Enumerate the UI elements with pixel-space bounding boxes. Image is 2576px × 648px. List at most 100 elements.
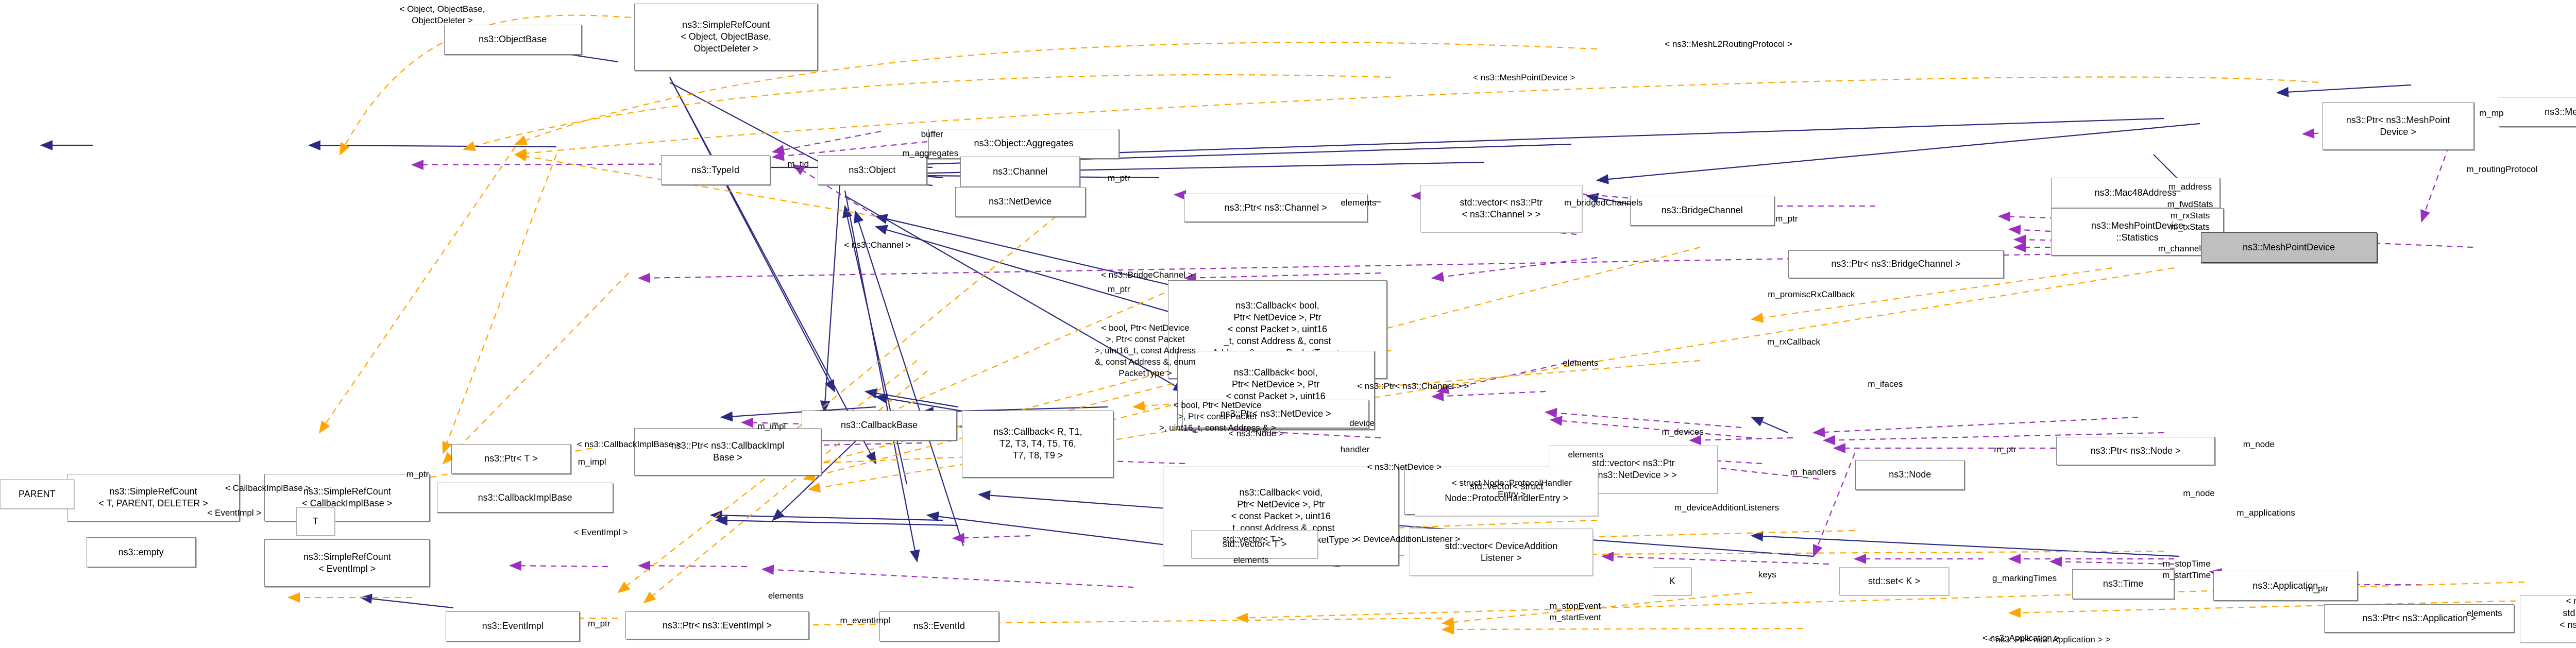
edge-label: m_channel [2158,243,2201,253]
edge-label: m_deviceAdditionListeners [1674,502,1780,513]
edge-label: elements [1341,198,1377,208]
edge-label: m_impl [578,456,606,467]
class-node-callbackimplbase[interactable]: ns3::CallbackImplBase [437,483,614,513]
edge-label: < ns3::Node > [1229,429,1284,439]
class-node-eventimpl[interactable]: ns3::EventImpl [446,611,580,641]
class-node-mac48[interactable]: ns3::Mac48Address [2050,178,2221,208]
class-node-ptr_eventimpl[interactable]: ns3::Ptr< ns3::EventImpl > [625,611,809,640]
class-node-src_callbackimplbase[interactable]: ns3::SimpleRefCount < CallbackImplBase > [264,473,430,522]
edge-label: m_handlers [1790,467,1836,478]
class-node-T[interactable]: T [296,507,335,536]
edge-label: < EventImpl > [573,527,628,537]
class-node-ptr_node[interactable]: ns3::Ptr< ns3::Node > [2056,437,2215,465]
edge-label: m_promiscRxCallback [1768,289,1855,299]
class-node-vec_ptr_channel[interactable]: std::vector< ns3::Ptr < ns3::Channel > > [1420,185,1583,233]
class-node-src_eventimpl[interactable]: ns3::SimpleRefCount < EventImpl > [264,539,430,587]
class-node-K[interactable]: K [1652,567,1692,595]
edge-label: m_address [2168,182,2212,192]
class-node-mpd_stats[interactable]: ns3::MeshPointDevice ::Statistics [2050,208,2224,255]
edge-label: elements [1568,450,1604,460]
edge-label: m_eventImpl [840,615,890,625]
edge-label: m_routingProtocol [2466,164,2538,175]
edge-label: m_rxCallback [1767,337,1821,347]
edge-label: < ns3::Ptr< ns3::Application > > [2566,595,2576,606]
class-node-meshpointdevice[interactable]: ns3::MeshPointDevice [2200,232,2377,263]
edge-label: elements [1563,358,1599,368]
class-node-application[interactable]: ns3::Application [2213,571,2358,601]
class-node-ptr_T[interactable]: ns3::Ptr< T > [451,444,571,474]
class-node-vec_T[interactable]: std::vector< T > [1191,530,1318,559]
class-node-time[interactable]: ns3::Time [2072,569,2175,599]
edge-label: m_node [2183,488,2215,499]
edge-label: < bool, Ptr< NetDevice >, Ptr< const Pac… [1094,322,1196,378]
class-node-parent[interactable]: PARENT [0,479,74,509]
class-node-typeid[interactable]: ns3::TypeId [660,155,770,185]
edge-label: device [1349,418,1375,428]
edge-label: m_impl [757,421,786,432]
class-node-bridgechannel[interactable]: ns3::BridgeChannel [1630,195,1774,226]
edge-label: < struct Node::ProtocolHandler Entry > [1451,478,1572,499]
edge-label: < Object, ObjectBase, ObjectDeleter > [399,4,485,25]
edge-label: m_ptr [2306,584,2329,594]
edge-label: < ns3::Channel > [844,240,911,250]
edge-label: m_ifaces [1868,379,1903,389]
edge-label: < ns3::Ptr< ns3::Application > > [1988,635,2111,645]
edge-label: m_ptr [588,619,611,629]
class-node-channel[interactable]: ns3::Channel [960,157,1080,187]
edge-label: elements [1233,555,1269,566]
edge-label: < ns3::Ptr< ns3::Channel > > [1357,381,1469,391]
class-node-meshl2routing[interactable]: ns3::MeshL2RoutingProtocol [2498,97,2576,127]
edge-label: < ns3::Application > [1982,633,2060,643]
class-node-src_obj[interactable]: ns3::SimpleRefCount < Object, ObjectBase… [634,3,818,71]
class-node-ptr_meshpoint[interactable]: ns3::Ptr< ns3::MeshPoint Device > [2322,102,2474,150]
class-node-netdevice[interactable]: ns3::NetDevice [955,186,1086,217]
edge-label: elements [2466,608,2502,618]
class-node-vec_protocolhandler[interactable]: std::vector< struct Node::ProtocolHandle… [1415,468,1598,517]
class-node-set_K[interactable]: std::set< K > [1839,567,1949,595]
edge-label: m_ptr [1107,284,1130,294]
edge-label: < ns3::MeshL2RoutingProtocol > [1665,39,1792,49]
edge-label: m_aggregates [902,148,959,159]
class-node-src_T_PARENT[interactable]: ns3::SimpleRefCount < T, PARENT, DELETER… [66,473,240,522]
class-node-callback_R_T1[interactable]: ns3::Callback< R, T1, T2, T3, T4, T5, T6… [962,410,1114,478]
class-node-ptr_application[interactable]: ns3::Ptr< ns3::Application > [2324,604,2515,633]
edge-label: m_ptr [1107,173,1130,183]
class-node-vec_ptr_application[interactable]: std::vector< ns3::Ptr < ns3::Application… [2519,595,2576,643]
edge-label: < CallbackImplBase > [225,483,311,493]
edge-label: elements [768,590,804,601]
edge-label: < ns3::CallbackImplBase > [577,439,682,449]
edge-label: m_stopEvent m_startEvent [1549,601,1601,623]
edge-label: m_mp [2479,108,2504,118]
edge-label: < ns3::NetDevice > [1367,462,1442,472]
class-node-objectbase[interactable]: ns3::ObjectBase [444,24,582,55]
class-node-object[interactable]: ns3::Object [817,155,927,185]
edge-label: < ns3::MeshPointDevice > [1473,73,1575,83]
edge-label: m_devices [1662,427,1704,437]
edge-label: std::vector< T > [1222,534,1283,544]
edge-label: m_stopTime m_startTime [2162,559,2211,581]
edge-label: m_bridgedChannels [1564,198,1643,208]
class-node-ptr_netdevice_a[interactable]: ns3::Ptr< ns3::NetDevice > [1182,400,1369,429]
class-node-empty[interactable]: ns3::empty [86,537,196,568]
edge-label: m_ptr [1994,444,2016,454]
edge-label: < bool, Ptr< NetDevice >, Ptr< const Pac… [1159,400,1276,433]
edge-label: keys [1758,569,1776,579]
edge-label: g_markingTimes [1992,573,2057,583]
edge-label: buffer [921,129,943,139]
class-node-ptr_bridgechannel[interactable]: ns3::Ptr< ns3::BridgeChannel > [1788,250,2004,279]
class-node-ptr_channel[interactable]: ns3::Ptr< ns3::Channel > [1184,194,1367,222]
edge-label: m_ptr [1775,213,1798,224]
edge-label: m_ptr [406,469,429,479]
class-node-node[interactable]: ns3::Node [1855,459,1965,490]
edge-label: m_node [2243,439,2275,449]
class-node-vec_deviceaddition[interactable]: std::vector< DeviceAddition Listener > [1410,528,1593,576]
edge-label: m_applications [2236,507,2295,518]
edge-label: < DeviceAdditionListener > [1355,534,1461,544]
edge-label: m_fwdStats m_rxStats m_txStats [2167,199,2213,232]
class-node-aggregates[interactable]: ns3::Object::Aggregates [928,128,1119,159]
class-node-callbackbase[interactable]: ns3::CallbackBase [802,410,957,440]
class-node-ptr_callbackimplbase[interactable]: ns3::Ptr< ns3::CallbackImpl Base > [634,428,821,476]
class-node-eventid[interactable]: ns3::EventId [879,611,999,641]
edge-label: handler [1340,444,1370,454]
